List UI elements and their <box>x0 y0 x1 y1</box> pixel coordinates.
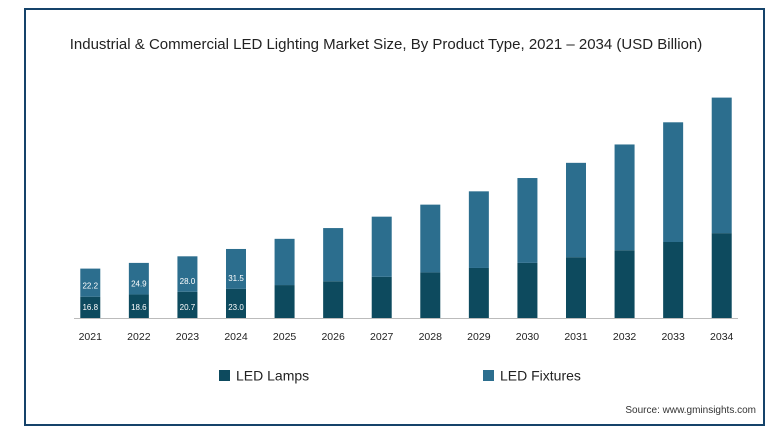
bar-led-fixtures <box>468 191 489 268</box>
data-label: 31.5 <box>228 274 244 283</box>
x-tick-label: 2026 <box>321 331 345 343</box>
x-tick-label: 2030 <box>516 331 540 343</box>
x-tick-label: 2021 <box>79 331 103 343</box>
bar-led-lamps <box>468 267 489 318</box>
data-label: 28.0 <box>180 277 196 286</box>
x-tick-label: 2024 <box>224 331 248 343</box>
bar-led-lamps <box>226 288 246 318</box>
x-tick-label: 2028 <box>419 331 443 343</box>
bar-led-fixtures <box>274 238 295 286</box>
bar-led-lamps <box>80 296 101 318</box>
data-label: 22.2 <box>82 282 98 291</box>
bar-led-fixtures <box>226 248 246 289</box>
bar-led-lamps <box>177 291 198 318</box>
bar-led-lamps <box>663 242 684 318</box>
bar-led-lamps <box>566 257 586 318</box>
bar-led-fixtures <box>420 204 441 273</box>
bar-led-fixtures <box>566 162 586 258</box>
data-label: 16.8 <box>82 303 98 312</box>
bar-led-lamps <box>420 272 441 318</box>
bar-led-lamps <box>517 262 538 318</box>
x-tick-label: 2023 <box>176 331 200 343</box>
bar-led-fixtures <box>128 262 149 295</box>
bar-led-lamps <box>614 250 635 318</box>
bar-led-fixtures <box>517 178 538 263</box>
data-label: 24.9 <box>131 279 147 288</box>
bar-led-lamps <box>711 233 732 318</box>
bar-led-lamps <box>274 285 295 318</box>
bar-led-fixtures <box>177 256 198 292</box>
legend-swatch-led-lamps <box>219 370 230 381</box>
data-label: 20.7 <box>180 303 196 312</box>
legend-swatch-led-fixtures <box>483 370 494 381</box>
x-tick-label: 2031 <box>564 331 588 343</box>
bar-led-lamps <box>323 281 344 318</box>
legend-label-led-fixtures: LED Fixtures <box>500 368 581 384</box>
x-tick-label: 2027 <box>370 331 394 343</box>
legend-label-led-lamps: LED Lamps <box>236 368 309 384</box>
bar-led-lamps <box>371 276 392 318</box>
source-note: Source: www.gminsights.com <box>625 405 756 416</box>
x-tick-label: 2022 <box>127 331 151 343</box>
bar-led-fixtures <box>663 122 684 242</box>
bar-led-lamps <box>128 294 149 318</box>
bar-led-fixtures <box>323 228 344 282</box>
bar-led-fixtures <box>711 97 732 234</box>
chart-title: Industrial & Commercial LED Lighting Mar… <box>69 36 703 53</box>
x-tick-label: 2032 <box>613 331 637 343</box>
x-tick-label: 2029 <box>467 331 491 343</box>
x-tick-label: 2034 <box>710 331 734 343</box>
bar-led-fixtures <box>80 268 101 297</box>
chart-frame <box>24 8 765 426</box>
data-label: 23.0 <box>228 303 244 312</box>
x-tick-label: 2033 <box>661 331 685 343</box>
bar-led-fixtures <box>614 144 635 251</box>
data-label: 18.6 <box>131 303 147 312</box>
x-tick-label: 2025 <box>273 331 297 343</box>
bar-led-fixtures <box>371 216 392 277</box>
